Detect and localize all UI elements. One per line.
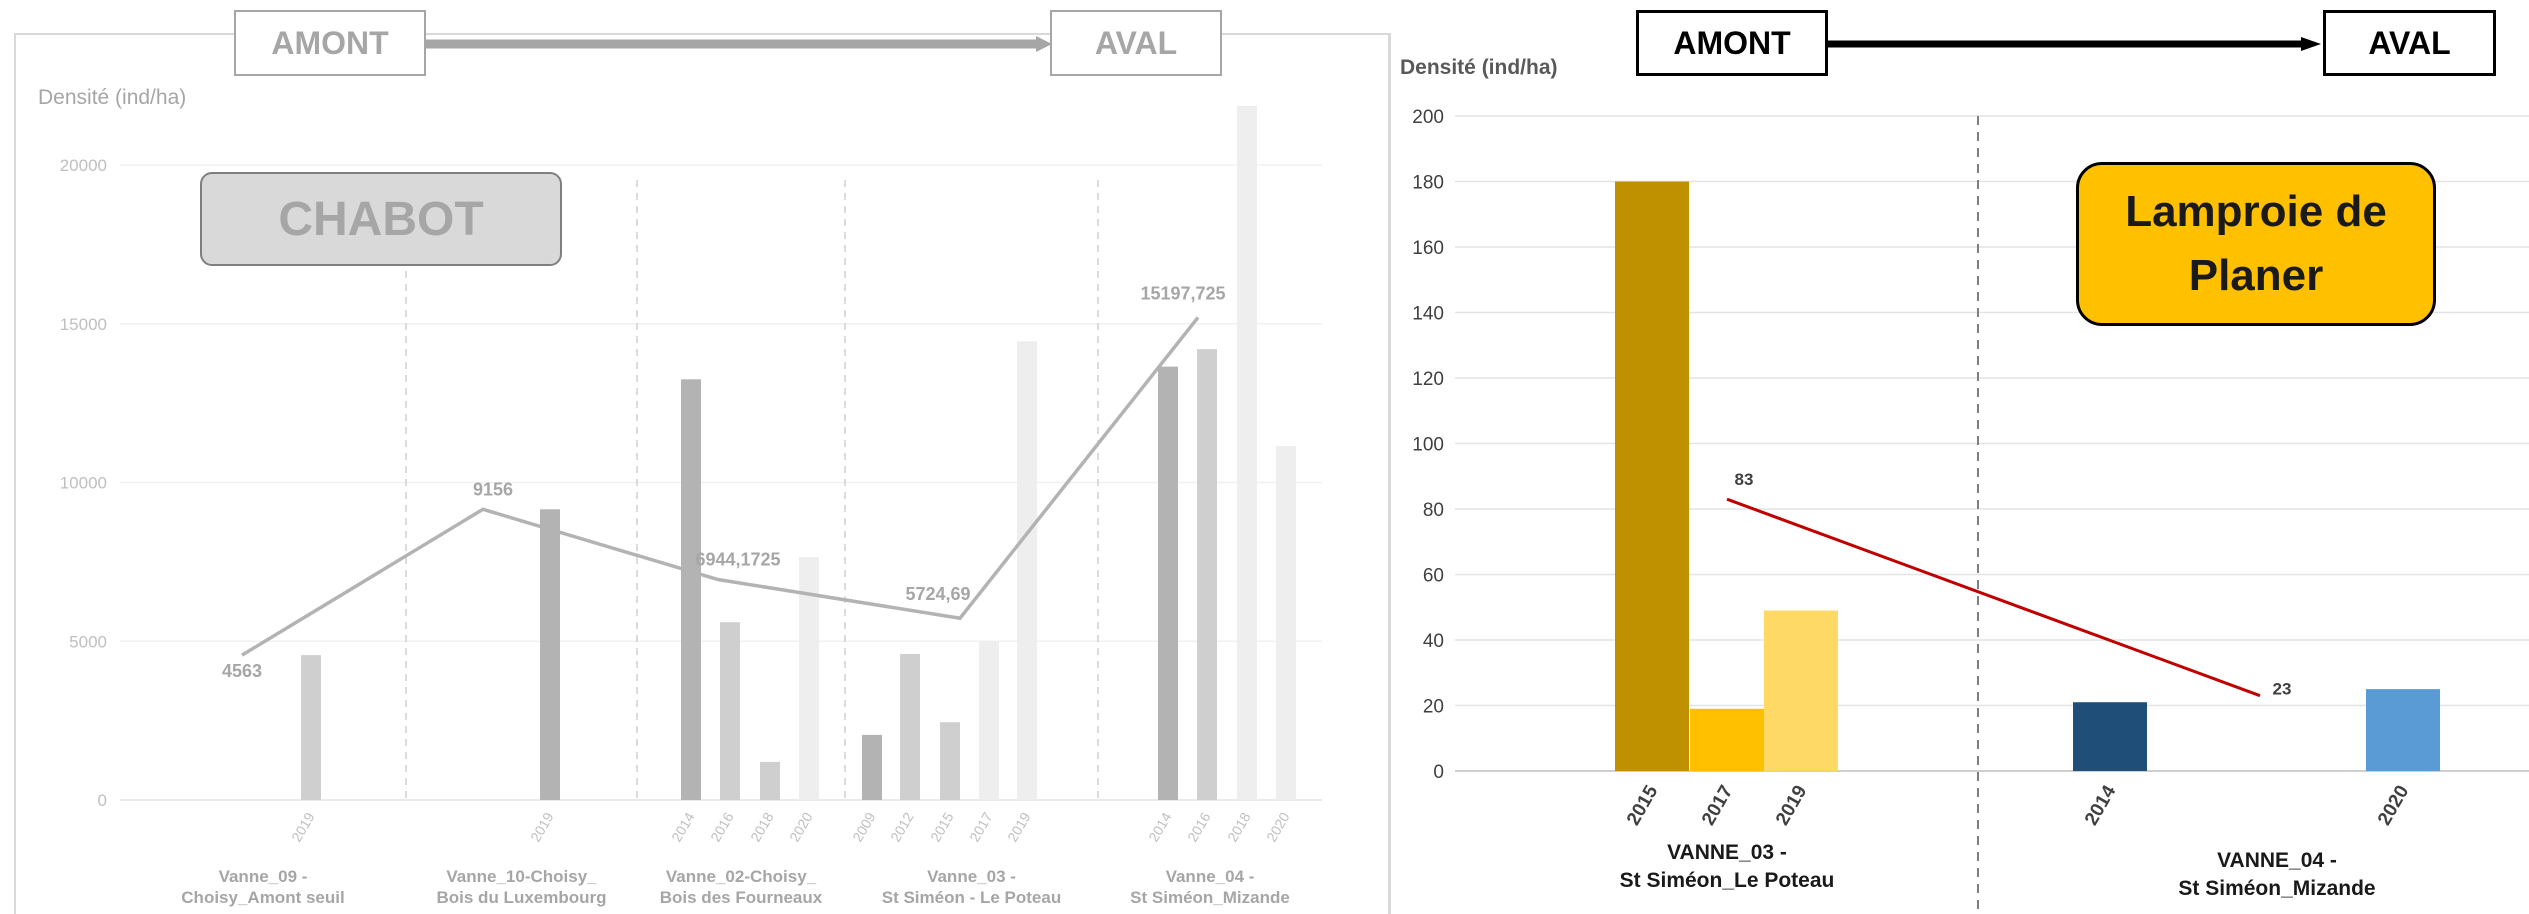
bar — [2073, 702, 2147, 771]
y-tick-label: 40 — [1423, 631, 1444, 652]
group-label: Bois du Luxembourg — [437, 888, 607, 907]
group-label: St Siméon_Mizande — [1130, 888, 1290, 907]
mean-data-label: 5724,69 — [905, 584, 970, 604]
group-label: Choisy_Amont seuil — [181, 888, 344, 907]
group-label: Vanne_10-Choisy_ — [446, 867, 597, 886]
mean-data-label: 15197,725 — [1140, 283, 1225, 303]
bar — [301, 655, 321, 800]
bar — [1276, 445, 1296, 800]
bar — [1237, 106, 1257, 800]
amont-label: AMONT — [234, 10, 426, 76]
bar — [720, 622, 740, 800]
x-tick-label: 2019 — [1004, 809, 1034, 844]
y-tick-label: 200 — [1412, 107, 1444, 128]
bar — [1158, 366, 1178, 800]
x-tick-label: 2020 — [2374, 782, 2413, 829]
y-tick-label: 10000 — [60, 474, 107, 493]
amont-label: AMONT — [1636, 10, 1828, 76]
chabot-frame-right — [1388, 33, 1391, 914]
bar — [760, 761, 780, 800]
x-tick-label: 2014 — [668, 809, 698, 844]
lamproie-title-box: Lamproie de Planer — [2076, 162, 2436, 326]
bar — [1017, 341, 1037, 800]
chabot-title-box: CHABOT — [200, 172, 562, 266]
chabot-panel: Densité (ind/ha) 0 5000 10000 15000 20000 2019… — [14, 10, 1391, 914]
y-tick-label: 160 — [1412, 238, 1444, 259]
aval-label: AVAL — [1050, 10, 1222, 76]
x-tick-label: 2016 — [1184, 809, 1214, 844]
mean-data-label: 23 — [2273, 680, 2292, 699]
x-tick-label: 2015 — [1623, 782, 1663, 829]
x-tick-label: 2009 — [849, 809, 879, 844]
aval-label: AVAL — [2323, 10, 2496, 76]
y-tick-label: 60 — [1423, 566, 1444, 587]
x-tick-label: 2017 — [966, 809, 996, 844]
group-label: Vanne_02-Choisy_ — [666, 867, 817, 886]
y-tick-label: 0 — [98, 791, 107, 810]
group-label: VANNE_03 - — [1667, 841, 1787, 864]
y-tick-label: 140 — [1412, 304, 1444, 325]
x-tick-label: 2020 — [786, 809, 816, 844]
mean-data-label: 4563 — [222, 661, 262, 681]
lamproie-panel: Densité (ind/ha) 0 20 40 60 80 100 120 140 160 180… — [1390, 0, 2529, 914]
mean-line — [1726, 497, 2261, 698]
group-label: St Siméon - Le Poteau — [882, 888, 1061, 907]
group-label: VANNE_04 - — [2217, 849, 2337, 872]
x-tick-label: 2019 — [527, 809, 557, 844]
group-label: Vanne_04 - — [1166, 867, 1255, 886]
lamproie-chart: Densité (ind/ha) 0 20 40 60 80 100 120 140 160 180… — [1400, 37, 2529, 914]
x-tick-label: 2020 — [1263, 809, 1293, 844]
x-tick-label: 2014 — [1145, 809, 1175, 844]
x-tick-label: 2012 — [887, 809, 917, 844]
mean-data-label: 83 — [1735, 470, 1754, 489]
y-tick-label: 120 — [1412, 369, 1444, 390]
y-tick-label: 180 — [1412, 173, 1444, 194]
bar — [1690, 708, 1764, 771]
mean-data-label: 9156 — [473, 479, 513, 499]
bar — [862, 734, 882, 800]
x-tick-label: 2019 — [288, 809, 318, 844]
chabot-frame-top — [14, 33, 1388, 35]
y-axis-label: Densité (ind/ha) — [38, 86, 186, 109]
bar — [979, 641, 999, 800]
y-tick-label: 20 — [1423, 697, 1444, 718]
flow-arrow-head — [1036, 36, 1052, 52]
group-label: Vanne_03 - — [927, 867, 1016, 886]
y-tick-label: 15000 — [60, 315, 107, 334]
x-tick-label: 2019 — [1772, 782, 1811, 829]
flow-arrow-head — [2301, 37, 2321, 51]
bar — [900, 653, 920, 800]
x-tick-label: 2018 — [747, 809, 777, 844]
bar — [1615, 181, 1689, 771]
bar — [681, 379, 701, 800]
bar — [2366, 689, 2440, 771]
bar — [940, 722, 960, 800]
x-tick-label: 2014 — [2081, 782, 2121, 829]
y-tick-label: 80 — [1423, 500, 1444, 521]
bar — [1764, 610, 1838, 771]
group-label: Vanne_09 - — [219, 867, 308, 886]
chabot-chart: Densité (ind/ha) 0 5000 10000 15000 20000 2019… — [38, 36, 1322, 907]
x-tick-label: 2015 — [927, 809, 957, 844]
y-tick-label: 20000 — [60, 156, 107, 175]
y-axis-label: Densité (ind/ha) — [1400, 56, 1558, 79]
group-label: St Siméon_Mizande — [2178, 877, 2375, 900]
x-tick-label: 2017 — [1698, 782, 1737, 829]
chabot-frame-left — [14, 33, 16, 914]
x-tick-label: 2018 — [1224, 809, 1254, 844]
y-tick-label: 100 — [1412, 435, 1444, 456]
bar — [1197, 349, 1217, 800]
bar — [540, 509, 560, 800]
mean-data-label: 6944,1725 — [695, 550, 780, 570]
group-label: Bois des Fourneaux — [660, 888, 823, 907]
mean-line — [241, 316, 1200, 657]
group-label: St Siméon_Le Poteau — [1620, 869, 1835, 892]
y-tick-label: 0 — [1433, 762, 1444, 783]
bar — [799, 557, 819, 800]
x-tick-label: 2016 — [707, 809, 737, 844]
y-tick-label: 5000 — [69, 632, 107, 651]
